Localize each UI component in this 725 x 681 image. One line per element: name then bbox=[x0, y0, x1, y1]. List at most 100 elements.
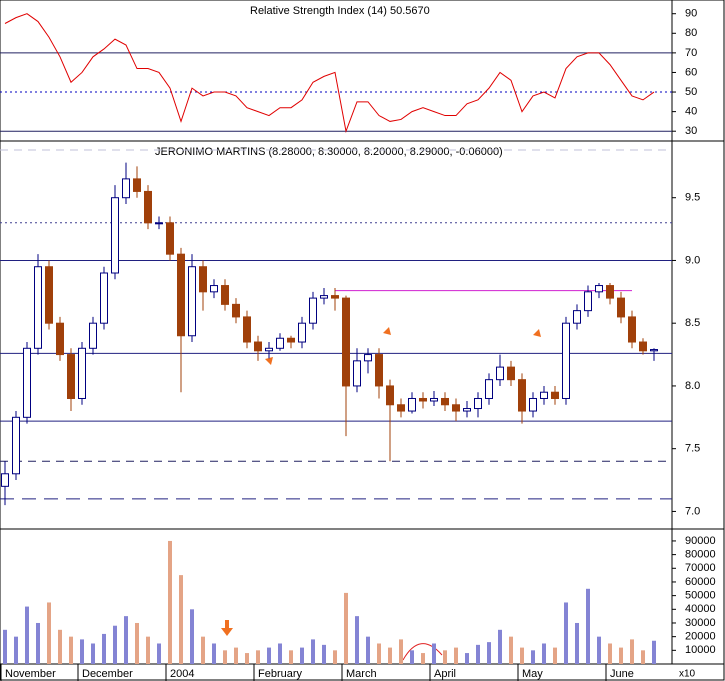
candle-body bbox=[45, 266, 53, 324]
candle-body bbox=[78, 347, 86, 399]
rsi-title: Relative Strength Index (14) 50.5670 bbox=[250, 5, 430, 17]
volume-bar bbox=[14, 636, 18, 664]
volume-bar bbox=[432, 643, 436, 664]
candle-body bbox=[232, 303, 240, 318]
volume-bar bbox=[553, 647, 557, 664]
volume-bar bbox=[25, 606, 29, 664]
y-tick-label: 30 bbox=[685, 125, 697, 137]
candle-body bbox=[265, 347, 273, 352]
volume-bar bbox=[311, 639, 315, 664]
y-tick-label: 8.0 bbox=[685, 380, 700, 392]
candle-body bbox=[562, 322, 570, 399]
volume-bar bbox=[201, 636, 205, 664]
x-tick-label: December bbox=[82, 668, 133, 680]
y-tick-label: 80000 bbox=[685, 549, 716, 561]
candle-body bbox=[89, 322, 97, 349]
candle-body bbox=[100, 272, 108, 324]
volume-bar bbox=[36, 622, 40, 664]
volume-bar bbox=[564, 602, 568, 664]
volume-bar bbox=[322, 644, 326, 664]
arrow bbox=[221, 620, 233, 636]
candle-body bbox=[496, 366, 504, 381]
volume-bar bbox=[168, 540, 172, 664]
y-tick-label: 10000 bbox=[685, 644, 716, 656]
candle-body bbox=[12, 416, 20, 475]
y-tick-label: 40 bbox=[685, 106, 697, 118]
candle-body bbox=[386, 385, 394, 406]
candle-body bbox=[540, 391, 548, 399]
candle-body bbox=[529, 397, 537, 412]
arrow bbox=[260, 357, 273, 370]
volume-bar bbox=[135, 622, 139, 664]
candle-body bbox=[56, 322, 64, 356]
rsi-line bbox=[4, 13, 655, 134]
candle-body bbox=[243, 316, 251, 343]
volume-bar bbox=[465, 653, 469, 664]
candle-body bbox=[133, 178, 141, 192]
y-tick-label: 8.5 bbox=[685, 317, 700, 329]
y-tick-label: 80 bbox=[685, 27, 697, 39]
volume-bar bbox=[333, 650, 337, 664]
y-tick-label: 40000 bbox=[685, 603, 716, 615]
candle-body bbox=[199, 266, 207, 293]
x-tick-label: April bbox=[434, 668, 456, 680]
candle-body bbox=[210, 285, 218, 293]
candle-body bbox=[617, 297, 625, 318]
candle-body bbox=[23, 347, 31, 418]
y-tick-label: 70 bbox=[685, 47, 697, 59]
y-tick-label: 7.0 bbox=[685, 505, 700, 517]
y-tick-label: 9.0 bbox=[685, 254, 700, 266]
candle-body bbox=[188, 266, 196, 337]
candle-body bbox=[452, 404, 460, 412]
volume-bar bbox=[355, 616, 359, 664]
candle-body bbox=[419, 397, 427, 402]
candle-body bbox=[463, 408, 471, 412]
volume-bar bbox=[586, 588, 590, 664]
volume-bar bbox=[597, 636, 601, 664]
candle-body bbox=[309, 297, 317, 324]
volume-bar bbox=[47, 602, 51, 664]
volume-bar bbox=[256, 650, 260, 664]
candle-body bbox=[595, 285, 603, 293]
volume-bar bbox=[278, 643, 282, 664]
volume-bar bbox=[190, 609, 194, 664]
y-tick-label: 9.5 bbox=[685, 192, 700, 204]
candle-body bbox=[144, 190, 152, 224]
candle-body bbox=[221, 285, 229, 305]
volume-bar bbox=[630, 639, 634, 664]
candle-body bbox=[375, 354, 383, 387]
candle-body bbox=[507, 366, 515, 381]
y-tick-label: 50 bbox=[685, 86, 697, 98]
candle-body bbox=[67, 354, 75, 399]
candle-body bbox=[155, 222, 163, 225]
volume-bar bbox=[69, 636, 73, 664]
candle-body bbox=[177, 253, 185, 337]
volume-bar bbox=[388, 647, 392, 664]
candle-body bbox=[331, 295, 339, 299]
volume-bar bbox=[3, 629, 7, 664]
y-tick-label: 90000 bbox=[685, 535, 716, 547]
candle-body bbox=[342, 297, 350, 387]
volume-bar bbox=[234, 647, 238, 664]
volume-bar bbox=[652, 640, 656, 664]
volume-bar bbox=[289, 650, 293, 664]
volume-bar bbox=[454, 647, 458, 664]
y-tick-label: 50000 bbox=[685, 590, 716, 602]
x-tick-label: February bbox=[258, 668, 303, 680]
y-tick-label: 7.5 bbox=[685, 443, 700, 455]
volume-bar bbox=[212, 643, 216, 664]
volume-bar bbox=[366, 636, 370, 664]
candle-body bbox=[397, 404, 405, 412]
candle-body bbox=[122, 178, 130, 199]
y-tick-label: 60 bbox=[685, 66, 697, 78]
candle-body bbox=[441, 397, 449, 406]
volume-bar bbox=[300, 647, 304, 664]
candle-body bbox=[639, 341, 647, 352]
volume-bar bbox=[146, 636, 150, 664]
y-tick-label: 30000 bbox=[685, 617, 716, 629]
volume-bar bbox=[91, 643, 95, 664]
x-tick-label: June bbox=[610, 668, 634, 680]
price-title: JERONIMO MARTINS (8.28000, 8.30000, 8.20… bbox=[155, 146, 503, 158]
